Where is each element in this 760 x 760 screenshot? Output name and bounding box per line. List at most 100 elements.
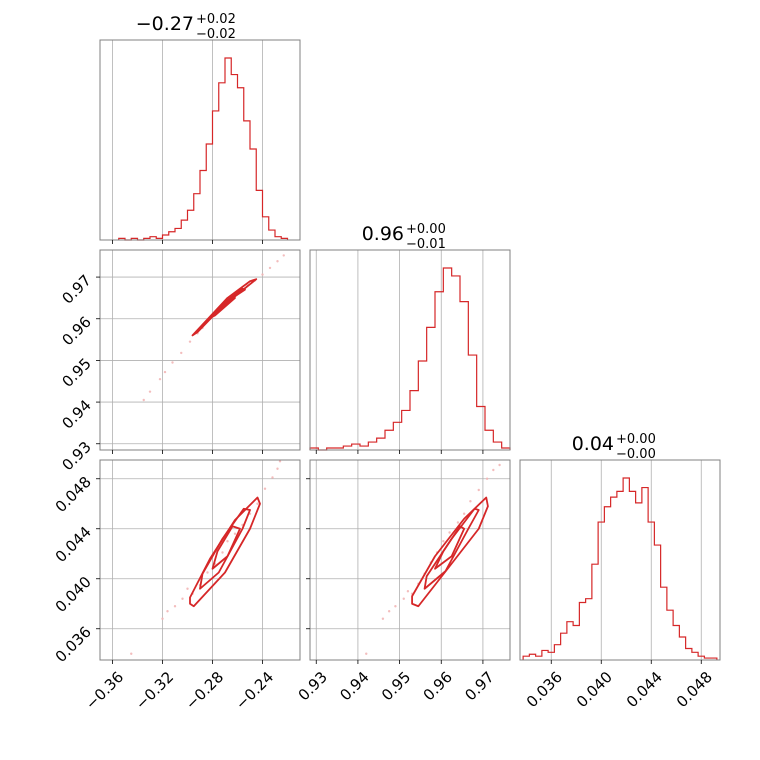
- sample-point: [456, 521, 460, 524]
- sample-point: [161, 617, 164, 620]
- sample-point: [469, 500, 472, 503]
- title-minus: −0.02: [196, 27, 236, 42]
- panel-frame: [309, 249, 511, 451]
- sample-point: [485, 477, 489, 480]
- x-tick-label: 0.97: [461, 668, 497, 704]
- contour-level: [211, 297, 236, 318]
- sample-point: [365, 652, 368, 655]
- panel-2-2: 0.036 0.040 0.044 0.048 0.04 +0.00−0.00: [519, 432, 721, 711]
- y-tick-label: 0.036: [52, 623, 95, 666]
- panel-title: −0.27 +0.02−0.02: [136, 12, 236, 42]
- x-tick-label: 0.036: [523, 668, 566, 711]
- x-tick-label: 0.93: [295, 668, 331, 704]
- sample-point: [263, 487, 267, 490]
- title-value: 0.96: [362, 223, 404, 245]
- x-tick-label: 0.044: [623, 668, 666, 711]
- contour-level: [411, 496, 489, 608]
- y-tick-label: 0.048: [52, 473, 95, 516]
- sample-point: [498, 463, 501, 467]
- y-tick-label: 0.97: [58, 271, 94, 307]
- sample-point: [276, 467, 279, 470]
- y-tick-label: 0.93: [58, 438, 94, 474]
- sample-point: [186, 587, 189, 590]
- sample-point: [181, 597, 184, 600]
- sample-point: [402, 597, 405, 600]
- y-tick-label: 0.040: [52, 573, 95, 616]
- sample-point: [221, 551, 224, 554]
- x-tick-label: 0.040: [573, 668, 616, 711]
- sample-point: [233, 532, 237, 535]
- x-tick-label: −0.32: [132, 668, 177, 713]
- sample-point: [387, 610, 391, 613]
- title-plus: +0.00: [406, 222, 446, 237]
- contour-level: [434, 525, 466, 570]
- y-tick-label: 0.96: [58, 313, 94, 349]
- sample-point: [477, 488, 480, 492]
- sample-point: [256, 502, 259, 505]
- contour-level: [423, 507, 480, 590]
- y-tick-label: 0.044: [52, 523, 95, 566]
- contour-level: [191, 278, 258, 337]
- contour-level: [199, 507, 251, 590]
- sample-point: [261, 273, 264, 276]
- x-tick-label: −0.28: [182, 668, 227, 713]
- contour-level: [201, 287, 246, 326]
- sample-point: [173, 605, 177, 608]
- panel-2-1: 0.93 0.94 0.95 0.96 0.97: [295, 459, 511, 704]
- sample-point: [130, 652, 133, 655]
- sample-point: [206, 571, 209, 574]
- x-tick-label: 0.94: [336, 668, 372, 704]
- sample-point: [394, 605, 397, 608]
- histogram-line: [522, 477, 718, 660]
- x-tick-label: 0.048: [673, 668, 716, 711]
- x-tick-label: 0.96: [420, 668, 456, 704]
- sample-point: [278, 460, 282, 463]
- title-value: 0.04: [572, 433, 614, 455]
- title-plus: +0.02: [196, 12, 236, 27]
- x-tick-label: 0.95: [378, 668, 414, 704]
- sample-point: [381, 617, 385, 620]
- sample-point: [492, 468, 495, 472]
- title-minus: −0.00: [616, 447, 656, 462]
- sample-point: [448, 531, 451, 534]
- sample-point: [442, 540, 445, 543]
- histogram-line: [118, 57, 289, 241]
- sample-point: [282, 254, 285, 257]
- title-value: −0.27: [136, 13, 194, 35]
- sample-point: [462, 512, 466, 515]
- panel-title: 0.04 +0.00−0.00: [572, 432, 656, 462]
- y-tick-label: 0.94: [58, 396, 94, 432]
- sample-point: [271, 476, 274, 479]
- sample-point: [226, 540, 229, 543]
- sample-point: [148, 390, 152, 393]
- sample-point: [406, 590, 410, 593]
- sample-point: [163, 370, 167, 374]
- panel-0-0: −0.27 +0.02−0.02: [99, 12, 301, 244]
- panel-1-1: 0.96 +0.00−0.01: [309, 222, 511, 454]
- histogram-line: [309, 267, 511, 451]
- contour-level: [189, 496, 261, 608]
- sample-point: [180, 351, 183, 355]
- sample-point: [268, 266, 272, 270]
- panel-frame: [99, 39, 301, 241]
- panel-title: 0.96 +0.00−0.01: [362, 222, 446, 252]
- x-tick-label: −0.24: [232, 668, 277, 713]
- sample-point: [188, 340, 192, 343]
- panel-frame: [519, 459, 721, 661]
- y-tick-label: 0.95: [58, 355, 94, 391]
- x-tick-label: −0.36: [82, 668, 127, 713]
- panel-frame: [309, 459, 511, 661]
- sample-point: [276, 260, 279, 263]
- panel-frame: [99, 249, 301, 451]
- sample-point: [171, 361, 174, 364]
- contour-level: [211, 525, 241, 570]
- panel-1-0: 0.93 0.94 0.95 0.96 0.97: [58, 249, 301, 474]
- panel-2-0: −0.36 −0.32 −0.28 −0.24 0.036 0.040 0.044 0.048: [52, 459, 301, 713]
- panel-frame: [99, 459, 301, 661]
- sample-point: [166, 610, 169, 613]
- title-minus: −0.01: [406, 237, 446, 252]
- sample-point: [158, 377, 162, 381]
- title-plus: +0.00: [616, 432, 656, 447]
- sample-point: [142, 398, 145, 402]
